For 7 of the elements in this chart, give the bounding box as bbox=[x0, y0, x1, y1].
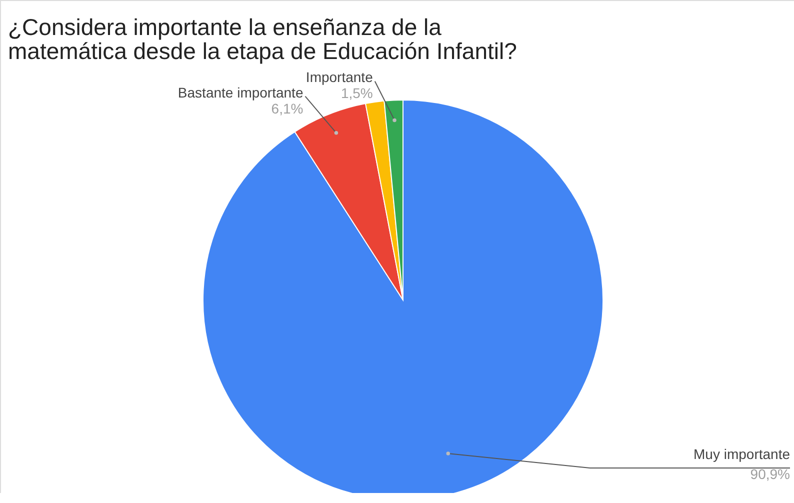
slice-label: Muy importante bbox=[694, 446, 790, 462]
chart-title: ¿Considera importante la enseñanza de la matemática desde la etapa de Educación Infantil? bbox=[8, 14, 517, 64]
data-label: 6,1% bbox=[271, 100, 304, 116]
slice-label: Bastante importante bbox=[178, 84, 304, 100]
slice-label: Importante bbox=[306, 69, 374, 86]
data-label: 90,9% bbox=[750, 466, 790, 482]
data-label: 1,5% bbox=[340, 85, 373, 102]
